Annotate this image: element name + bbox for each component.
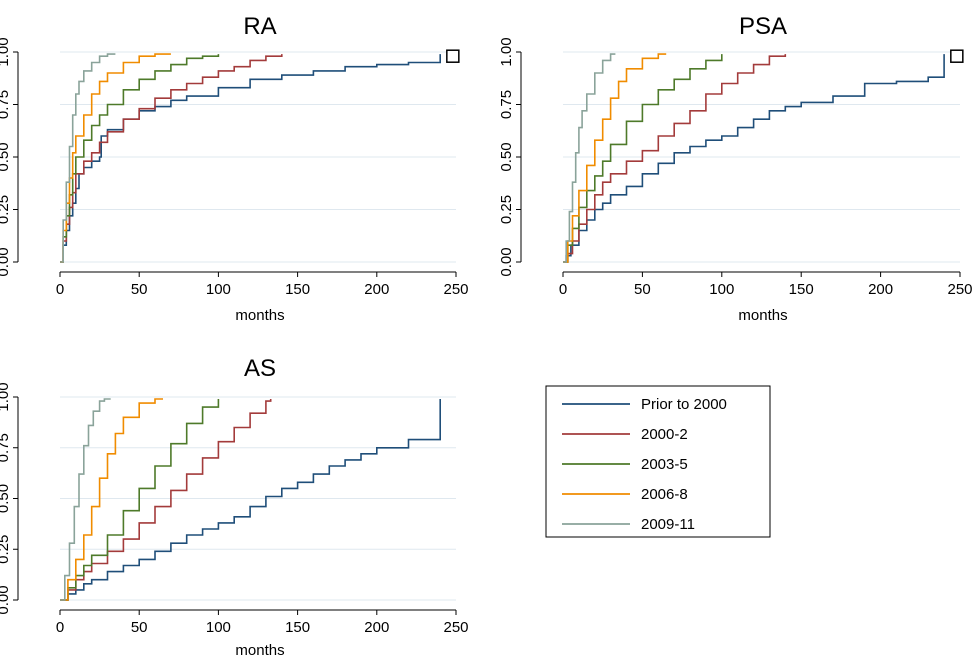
x-tick-label: 150 (285, 619, 310, 636)
chart-panel-as: AS 0.00 0.25 0.50 0.75 1.00 0 50 100 150 200 250 mon… (0, 355, 469, 658)
square-marker (950, 49, 964, 63)
legend-label: 2009-11 (641, 516, 695, 533)
series-line-prior-to-2000 (563, 54, 945, 263)
x-tick-label: 100 (206, 619, 231, 636)
x-tick-label: 200 (868, 281, 893, 298)
y-tick-label: 0.50 (0, 484, 12, 513)
series-line-2006-8 (60, 53, 171, 263)
legend-box (545, 385, 771, 538)
series-line-2000-2 (60, 399, 272, 601)
y-tick-label: 0.25 (0, 195, 12, 224)
series-line-2003-5 (60, 54, 220, 263)
y-tick-label: 1.00 (0, 382, 12, 411)
y-tick-label: 1.00 (0, 37, 12, 66)
square-marker (446, 49, 460, 63)
chart-title: AS (244, 355, 276, 382)
y-tick-label: 1.00 (498, 37, 515, 66)
y-tick-label: 0.25 (498, 195, 515, 224)
series-line-2009-11 (60, 53, 116, 263)
series-line-2006-8 (563, 53, 667, 263)
y-tick-label: 0.25 (0, 535, 12, 564)
y-tick-label: 0.75 (0, 433, 12, 462)
y-tick-label: 0.00 (0, 585, 12, 614)
series-line-2003-5 (563, 54, 723, 263)
x-tick-label: 50 (131, 619, 148, 636)
chart-panel-ra: RA 0.00 0.25 0.50 0.75 1.00 0 50 100 150 200 250 mon… (0, 13, 469, 324)
x-tick-label: 0 (56, 281, 64, 298)
series-line-prior-to-2000 (60, 54, 441, 263)
y-tick-label: 0.00 (498, 247, 515, 276)
legend-label: 2006-8 (641, 486, 688, 503)
x-tick-label: 250 (947, 281, 972, 298)
x-tick-label: 200 (364, 619, 389, 636)
y-tick-label: 0.75 (0, 90, 12, 119)
x-tick-label: 150 (285, 281, 310, 298)
series-line-2009-11 (563, 53, 616, 263)
chart-title: RA (243, 13, 276, 40)
series-line-prior-to-2000 (60, 399, 441, 601)
legend-label: Prior to 2000 (641, 396, 727, 413)
x-tick-label: 150 (789, 281, 814, 298)
y-tick-label: 0.75 (498, 90, 515, 119)
chart-panel-psa: PSA 0.00 0.25 0.50 0.75 1.00 0 50 100 150 200 250 mo… (498, 13, 973, 324)
series-line-2009-11 (60, 398, 111, 601)
x-tick-label: 100 (709, 281, 734, 298)
x-tick-label: 0 (56, 619, 64, 636)
legend: Prior to 2000 2000-2 2003-5 2006-8 2009-11 (545, 385, 771, 538)
y-tick-label: 0.50 (0, 142, 12, 171)
legend-label: 2000-2 (641, 426, 688, 443)
x-axis-label: months (235, 642, 284, 658)
series-line-2003-5 (60, 399, 220, 601)
chart-title: PSA (739, 13, 787, 40)
x-tick-label: 0 (559, 281, 567, 298)
x-axis-label: months (235, 307, 284, 324)
series-line-2006-8 (60, 398, 163, 601)
y-tick-label: 0.50 (498, 142, 515, 171)
series-line-2000-2 (60, 54, 283, 263)
x-axis-label: months (738, 307, 787, 324)
y-tick-label: 0.00 (0, 247, 12, 276)
x-tick-label: 50 (131, 281, 148, 298)
x-tick-label: 200 (364, 281, 389, 298)
x-tick-label: 250 (443, 281, 468, 298)
x-tick-label: 100 (206, 281, 231, 298)
x-tick-label: 50 (634, 281, 651, 298)
legend-label: 2003-5 (641, 456, 688, 473)
x-tick-label: 250 (443, 619, 468, 636)
